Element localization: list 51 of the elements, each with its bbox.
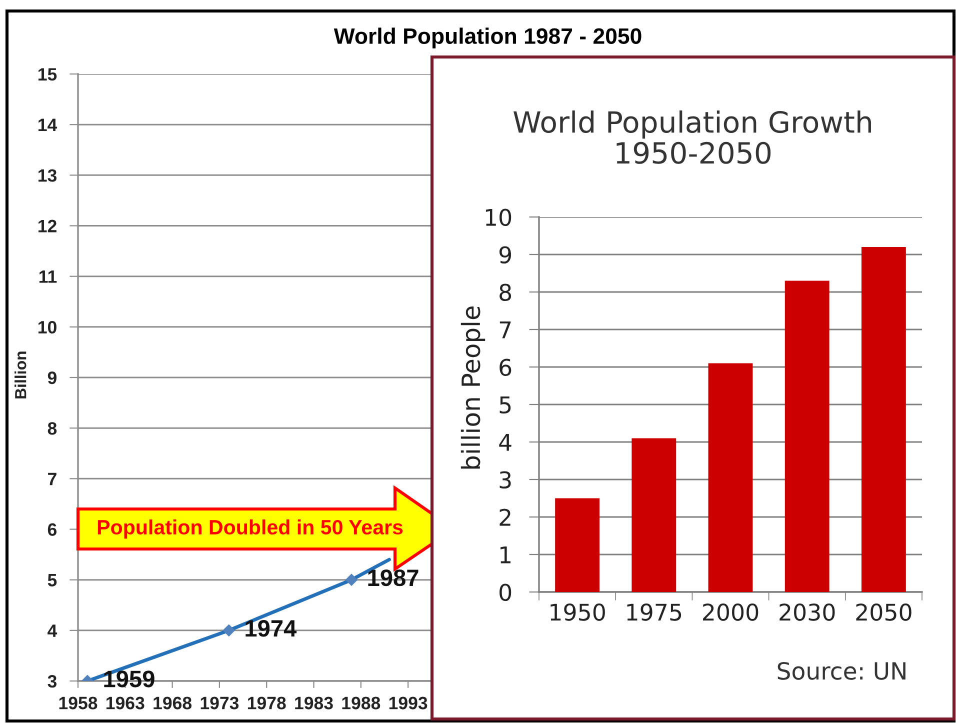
x-tick-label: 2000	[703, 604, 758, 621]
x-tick-label: 2050	[856, 604, 912, 621]
annotation: 1959	[104, 670, 154, 688]
x-tick-label: 1978	[248, 696, 286, 710]
annotation: Population Doubled in 50 Years	[98, 519, 403, 539]
y-axis-title: billion People	[460, 306, 486, 469]
y-tick-label: 11	[39, 270, 57, 283]
y-tick-label: 8	[500, 284, 512, 302]
x-tick-label: 1963	[106, 696, 144, 710]
y-axis-title: Billion	[14, 352, 26, 398]
x-tick-label: 1968	[154, 696, 192, 710]
x-tick-label: 1983	[295, 696, 333, 710]
x-tick-label: 1973	[200, 696, 239, 710]
bar	[784, 280, 830, 592]
x-tick-label: 1988	[342, 696, 380, 710]
y-tick-label: 15	[38, 68, 57, 81]
y-tick-label: 5	[500, 396, 511, 414]
x-tick-label: 1993	[389, 696, 428, 710]
y-tick-label: 1	[500, 546, 510, 564]
y-tick-label: 8	[48, 422, 57, 435]
y-tick-label: 7	[500, 322, 511, 338]
bar	[708, 363, 753, 592]
chart-title: World Population 1987 - 2050	[334, 28, 642, 48]
y-tick-label: 2	[500, 508, 510, 526]
annotation: Source: UN	[778, 662, 906, 680]
y-tick-label: 10	[38, 320, 56, 334]
y-tick-label: 14	[38, 118, 58, 132]
y-tick-label: 3	[48, 675, 57, 688]
y-tick-label: 13	[38, 169, 57, 182]
y-tick-label: 12	[38, 220, 56, 232]
y-tick-label: 0	[500, 584, 512, 602]
y-tick-label: 6	[48, 523, 57, 536]
y-tick-label: 10	[486, 208, 512, 226]
y-tick-label: 6	[500, 358, 512, 376]
annotation: 1974	[246, 620, 297, 637]
y-tick-label: 7	[48, 472, 56, 486]
y-tick-label: 9	[48, 372, 57, 384]
bar	[632, 438, 676, 592]
x-tick-label: 1958	[59, 696, 98, 710]
x-tick-label: 1950	[550, 604, 605, 621]
y-tick-label: 5	[48, 574, 57, 586]
bar	[555, 498, 600, 592]
chart-title: World Population Growth 1950-2050	[514, 110, 871, 164]
y-tick-label: 9	[499, 246, 511, 264]
annotation: 1987	[368, 569, 418, 586]
y-tick-label: 4	[48, 624, 58, 637]
y-tick-label: 3	[500, 471, 511, 489]
x-tick-label: 1975	[627, 604, 682, 621]
bar	[861, 247, 906, 592]
y-tick-label: 4	[499, 434, 512, 451]
x-tick-label: 2030	[780, 604, 835, 621]
